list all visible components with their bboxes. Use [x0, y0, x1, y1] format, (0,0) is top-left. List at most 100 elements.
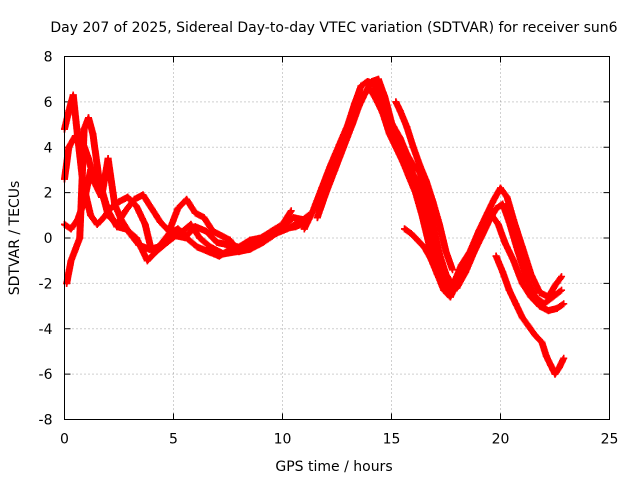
data-point — [69, 91, 77, 99]
y-tick-label: -6 — [39, 367, 53, 383]
x-tick-label: 15 — [383, 432, 401, 448]
data-point — [111, 200, 119, 208]
data-point — [538, 338, 546, 346]
data-point — [65, 143, 73, 151]
data-point — [217, 232, 225, 240]
data-point — [540, 300, 548, 308]
data-point — [87, 211, 95, 219]
data-point — [74, 216, 82, 224]
data-point — [165, 234, 173, 242]
plot-frame — [64, 56, 610, 420]
data-point — [440, 286, 448, 294]
data-point — [405, 173, 413, 181]
x-tick-label: 25 — [601, 432, 619, 448]
series-track-2 — [63, 114, 308, 287]
data-point — [398, 157, 406, 165]
data-point — [176, 229, 184, 237]
data-point — [196, 234, 204, 242]
series-track-7 — [329, 84, 566, 301]
data-point — [501, 239, 509, 247]
data-point — [366, 84, 374, 92]
data-point — [67, 257, 75, 265]
data-point — [346, 121, 354, 129]
data-point — [446, 293, 454, 301]
y-tick-label: -2 — [39, 276, 53, 292]
data-point — [547, 361, 555, 369]
data-point — [93, 220, 101, 228]
data-point — [154, 243, 162, 251]
data-point — [403, 123, 411, 131]
data-point — [457, 261, 465, 269]
series-track-8 — [392, 98, 457, 274]
data-point — [385, 130, 393, 138]
data-point — [497, 184, 504, 192]
data-point — [174, 205, 182, 213]
data-point — [200, 214, 208, 222]
data-point — [449, 266, 457, 274]
data-point — [104, 207, 112, 215]
data-point — [272, 229, 280, 237]
data-point — [209, 227, 217, 235]
data-point — [322, 189, 330, 197]
data-point — [483, 209, 491, 217]
data-point — [560, 354, 568, 362]
data-point — [560, 300, 568, 308]
data-point — [84, 155, 92, 163]
data-point — [283, 225, 291, 233]
data-point — [156, 218, 164, 226]
series-trail — [63, 114, 307, 287]
data-point — [422, 177, 430, 185]
data-point — [401, 225, 409, 233]
data-point — [146, 245, 154, 253]
data-point — [503, 193, 511, 201]
data-point — [499, 200, 507, 208]
data-point — [523, 275, 531, 283]
data-point — [518, 279, 526, 287]
y-tick-label: -8 — [39, 413, 53, 429]
data-point — [84, 114, 92, 122]
y-tick-label: 6 — [44, 95, 53, 111]
data-point — [388, 118, 395, 126]
data-point — [525, 322, 533, 330]
data-point — [518, 243, 526, 251]
data-point — [202, 227, 210, 235]
data-point — [233, 248, 241, 256]
data-point — [492, 252, 500, 260]
data-point — [313, 214, 321, 222]
data-point — [492, 205, 500, 213]
series-track-9 — [401, 225, 461, 301]
data-point — [558, 286, 566, 294]
chart-title: Day 207 of 2025, Sidereal Day-to-day VTE… — [50, 20, 617, 36]
data-point — [416, 161, 424, 169]
series-track-10 — [492, 252, 568, 378]
data-point — [494, 220, 502, 228]
data-point — [514, 248, 522, 256]
data-point — [379, 109, 387, 117]
tick-label-layer: 0 5 10 15 20 25 -8 -6 -4 -2 0 2 4 6 8 — [39, 50, 619, 448]
data-point — [204, 248, 212, 256]
data-point — [411, 189, 419, 197]
data-point — [531, 293, 539, 301]
series-track-4 — [61, 132, 313, 258]
data-point — [466, 248, 474, 256]
data-point — [318, 184, 326, 192]
data-point — [80, 125, 88, 133]
data-point — [78, 136, 86, 144]
data-point — [143, 257, 151, 265]
data-layer — [61, 75, 568, 378]
data-point — [183, 234, 191, 242]
x-tick-label: 0 — [60, 432, 69, 448]
y-tick-label: 4 — [44, 140, 53, 156]
data-point — [287, 207, 295, 215]
data-point — [544, 293, 552, 301]
data-point — [65, 107, 73, 115]
data-point — [392, 143, 400, 151]
data-point — [553, 304, 561, 312]
data-point — [555, 363, 563, 371]
data-point — [374, 75, 382, 83]
data-point — [414, 236, 422, 244]
data-point — [124, 193, 132, 201]
series-track-3 — [61, 166, 310, 265]
data-point — [132, 202, 140, 210]
data-point — [80, 198, 88, 206]
